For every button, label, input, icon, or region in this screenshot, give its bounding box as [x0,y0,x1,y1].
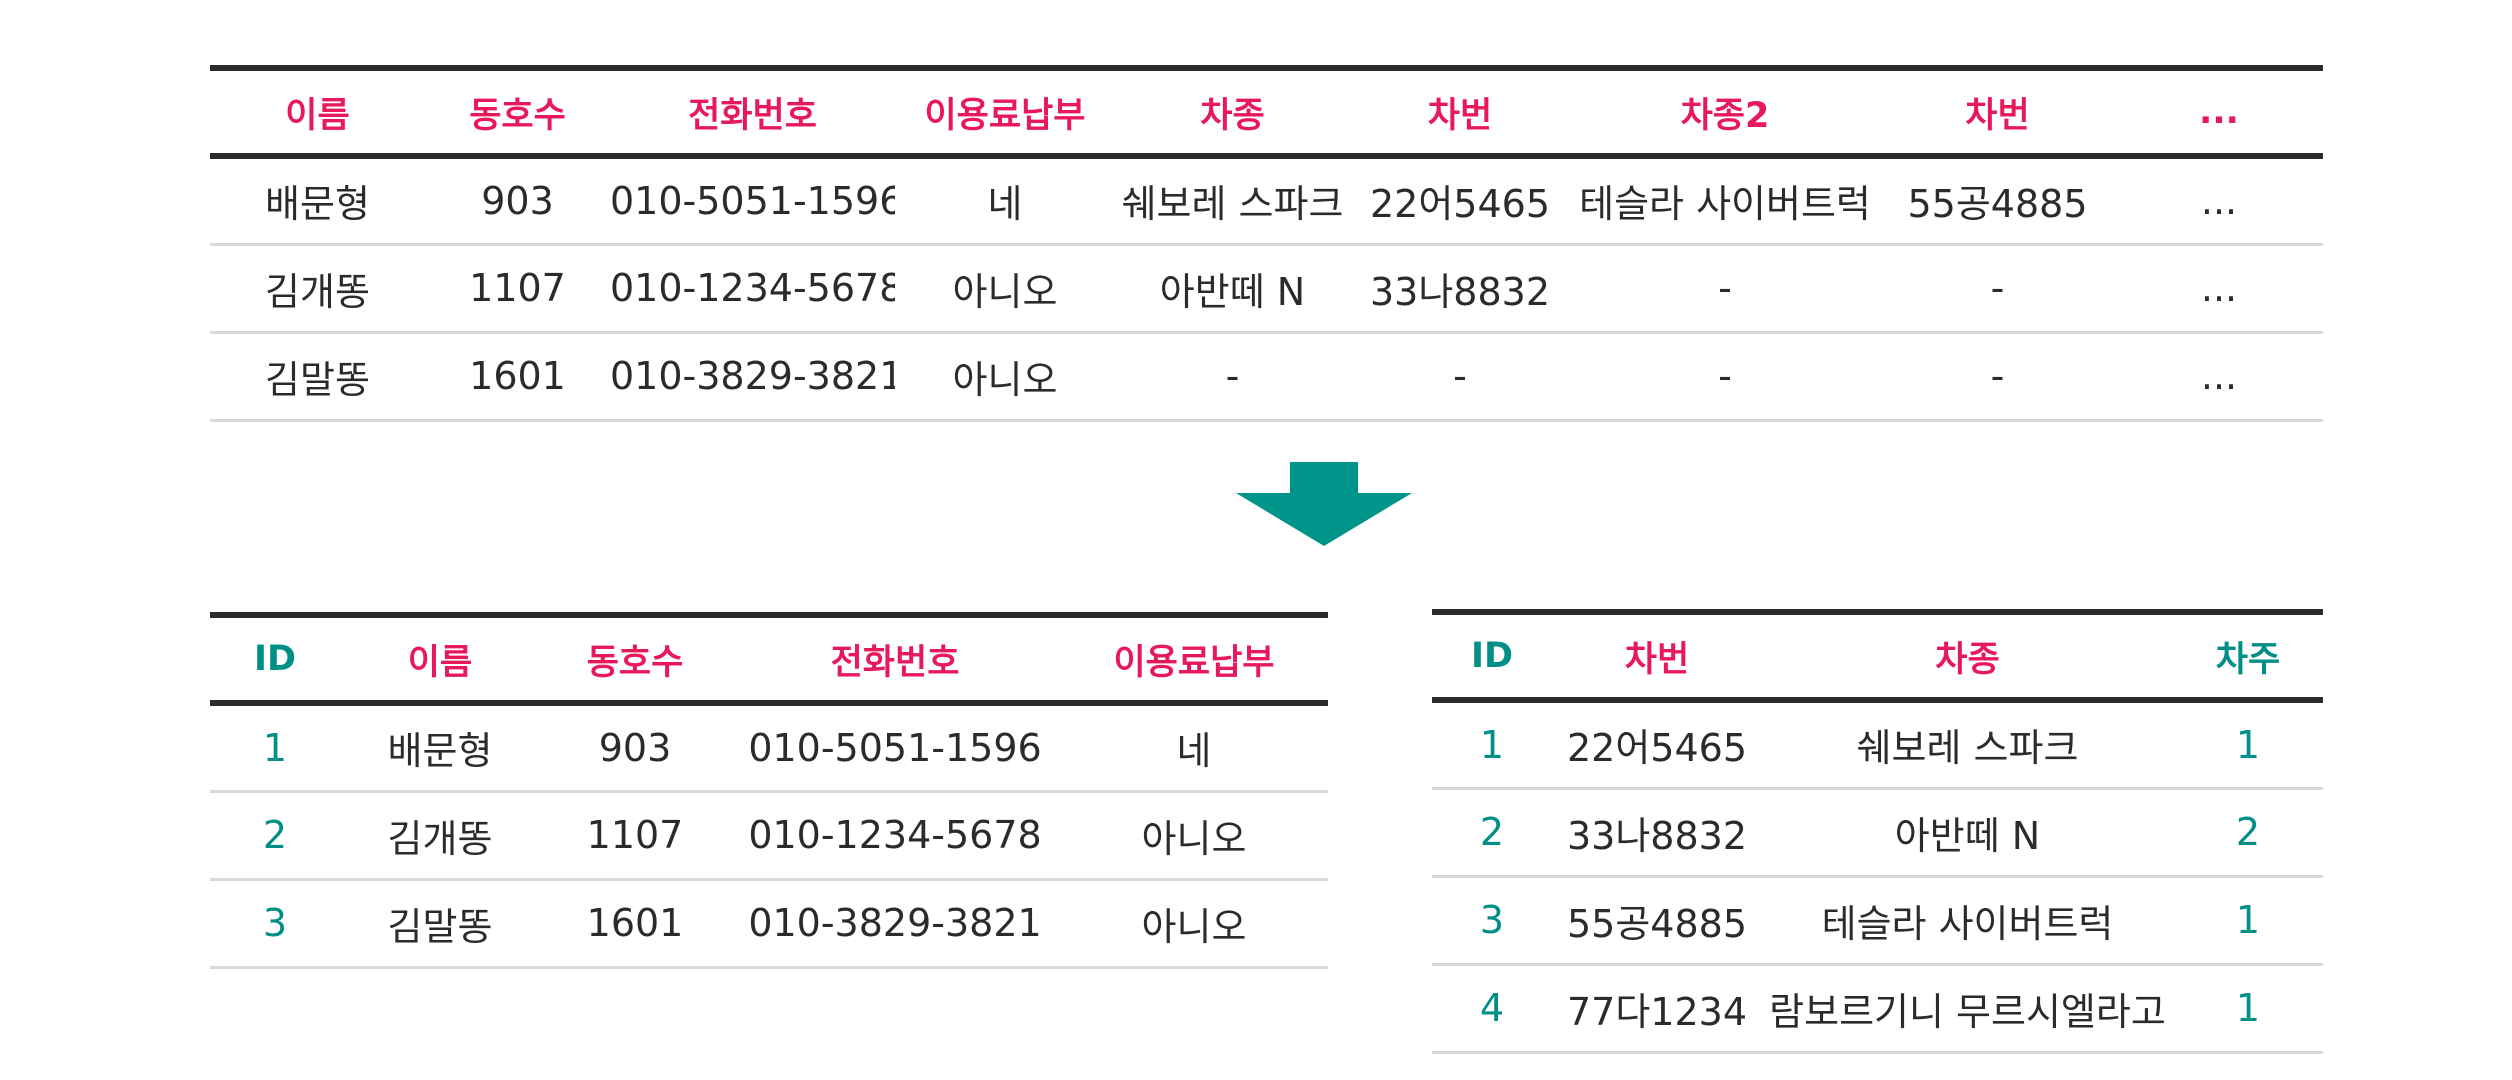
col-header-fee-paid: 이용료납부 [1113,642,1275,683]
cell-car-plate: 77다1234 [1552,964,1762,1054]
table-row: 2 김개똥 1107 010-1234-5678 아니오 [210,791,1328,881]
table-row: 김말똥 1601 010-3829-3821 아니오 - - - - ... [210,332,2323,422]
cell-unit: 1601 [425,332,610,422]
header-row: 이름 동호수 전화번호 이용료납부 차종 차번 차종2 차번 ... [210,68,2323,156]
col-header-car-model-2: 차종2 [1680,95,1770,136]
col-header-id: ID [1470,636,1514,676]
col-header-phone: 전화번호 [830,642,960,683]
cell-car-plate-2: - [1880,332,2115,422]
cell-car-model-2: - [1570,244,1880,334]
col-header-unit: 동호수 [469,95,566,136]
table-row: 3 55공4885 테슬라 사이버트럭 1 [1432,876,2323,966]
cell-name: 김개똥 [210,244,425,334]
cell-phone: 010-1234-5678 [730,791,1060,881]
cell-id: 2 [1432,788,1552,878]
cell-car-model: - [1115,332,1350,422]
cell-phone: 010-1234-5678 [610,244,895,334]
cell-id: 3 [210,879,340,969]
cell-phone: 010-5051-1596 [730,703,1060,793]
cell-name: 김말똥 [340,879,540,969]
cell-car-model: 쉐보레 스파크 [1762,700,2173,790]
cell-fee-paid: 아니오 [1060,879,1328,969]
table-row: 배문형 903 010-5051-1596 네 쉐보레 스파크 22어5465 … [210,156,2323,246]
cell-fee-paid: 네 [1060,703,1328,793]
cell-car-model: 쉐보레 스파크 [1115,156,1350,246]
cell-more: ... [2115,156,2323,246]
table-row: 4 77다1234 람보르기니 무르시엘라고 1 [1432,964,2323,1054]
cell-phone: 010-5051-1596 [610,156,895,246]
resident-table: ID 이름 동호수 전화번호 이용료납부 1 배문형 903 010-5051-… [210,612,1328,969]
vehicle-table: ID 차번 차종 차주 1 22어5465 쉐보레 스파크 1 2 33나883… [1432,609,2323,1054]
header-row: ID 차번 차종 차주 [1432,612,2323,700]
cell-car-plate: 22어5465 [1350,156,1570,246]
cell-fee-paid: 아니오 [895,332,1115,422]
cell-name: 배문형 [340,703,540,793]
cell-phone: 010-3829-3821 [610,332,895,422]
col-header-more: ... [2199,92,2239,132]
cell-id: 2 [210,791,340,881]
col-header-car-plate-2: 차번 [1965,95,2030,136]
col-header-phone: 전화번호 [688,95,817,136]
cell-name: 배문형 [210,156,425,246]
cell-id: 4 [1432,964,1552,1054]
cell-fee-paid: 아니오 [895,244,1115,334]
cell-fee-paid: 네 [895,156,1115,246]
cell-car-plate-2: - [1880,244,2115,334]
cell-unit: 903 [425,156,610,246]
cell-owner: 1 [2173,700,2323,790]
table-row: 김개똥 1107 010-1234-5678 아니오 아반떼 N 33나8832… [210,244,2323,334]
cell-id: 1 [1432,700,1552,790]
cell-owner: 2 [2173,788,2323,878]
cell-car-model-2: 테슬라 사이버트럭 [1570,156,1880,246]
table-row: 2 33나8832 아반떼 N 2 [1432,788,2323,878]
col-header-owner: 차주 [2215,639,2281,680]
original-table: 이름 동호수 전화번호 이용료납부 차종 차번 차종2 차번 ... 배문형 9… [210,65,2323,422]
cell-car-model: 아반떼 N [1115,244,1350,334]
col-header-car-plate: 차번 [1624,639,1690,680]
cell-owner: 1 [2173,964,2323,1054]
header-row: ID 이름 동호수 전화번호 이용료납부 [210,615,1328,703]
col-header-id: ID [253,639,297,679]
cell-more: ... [2115,244,2323,334]
cell-car-model: 람보르기니 무르시엘라고 [1762,964,2173,1054]
table-row: 1 22어5465 쉐보레 스파크 1 [1432,700,2323,790]
col-header-name: 이름 [407,642,473,683]
table-row: 3 김말똥 1601 010-3829-3821 아니오 [210,879,1328,969]
cell-unit: 1601 [540,879,730,969]
cell-fee-paid: 아니오 [1060,791,1328,881]
cell-more: ... [2115,332,2323,422]
col-header-car-model: 차종 [1200,95,1265,136]
cell-car-plate: 22어5465 [1552,700,1762,790]
cell-car-plate: - [1350,332,1570,422]
cell-id: 1 [210,703,340,793]
cell-car-plate: 33나8832 [1350,244,1570,334]
col-header-name: 이름 [285,95,350,136]
cell-car-plate-2: 55공4885 [1880,156,2115,246]
cell-car-model: 아반떼 N [1762,788,2173,878]
cell-phone: 010-3829-3821 [730,879,1060,969]
cell-name: 김개똥 [340,791,540,881]
cell-owner: 1 [2173,876,2323,966]
cell-unit: 1107 [425,244,610,334]
col-header-unit: 동호수 [586,642,684,683]
cell-car-plate: 33나8832 [1552,788,1762,878]
col-header-car-plate: 차번 [1427,95,1493,136]
col-header-car-model: 차종 [1935,639,2000,680]
cell-unit: 1107 [540,791,730,881]
cell-unit: 903 [540,703,730,793]
arrow-down-icon [1236,462,1412,546]
col-header-fee-paid: 이용료납부 [924,95,1086,136]
cell-car-model-2: - [1570,332,1880,422]
cell-name: 김말똥 [210,332,425,422]
cell-id: 3 [1432,876,1552,966]
cell-car-plate: 55공4885 [1552,876,1762,966]
cell-car-model: 테슬라 사이버트럭 [1762,876,2173,966]
table-row: 1 배문형 903 010-5051-1596 네 [210,703,1328,793]
